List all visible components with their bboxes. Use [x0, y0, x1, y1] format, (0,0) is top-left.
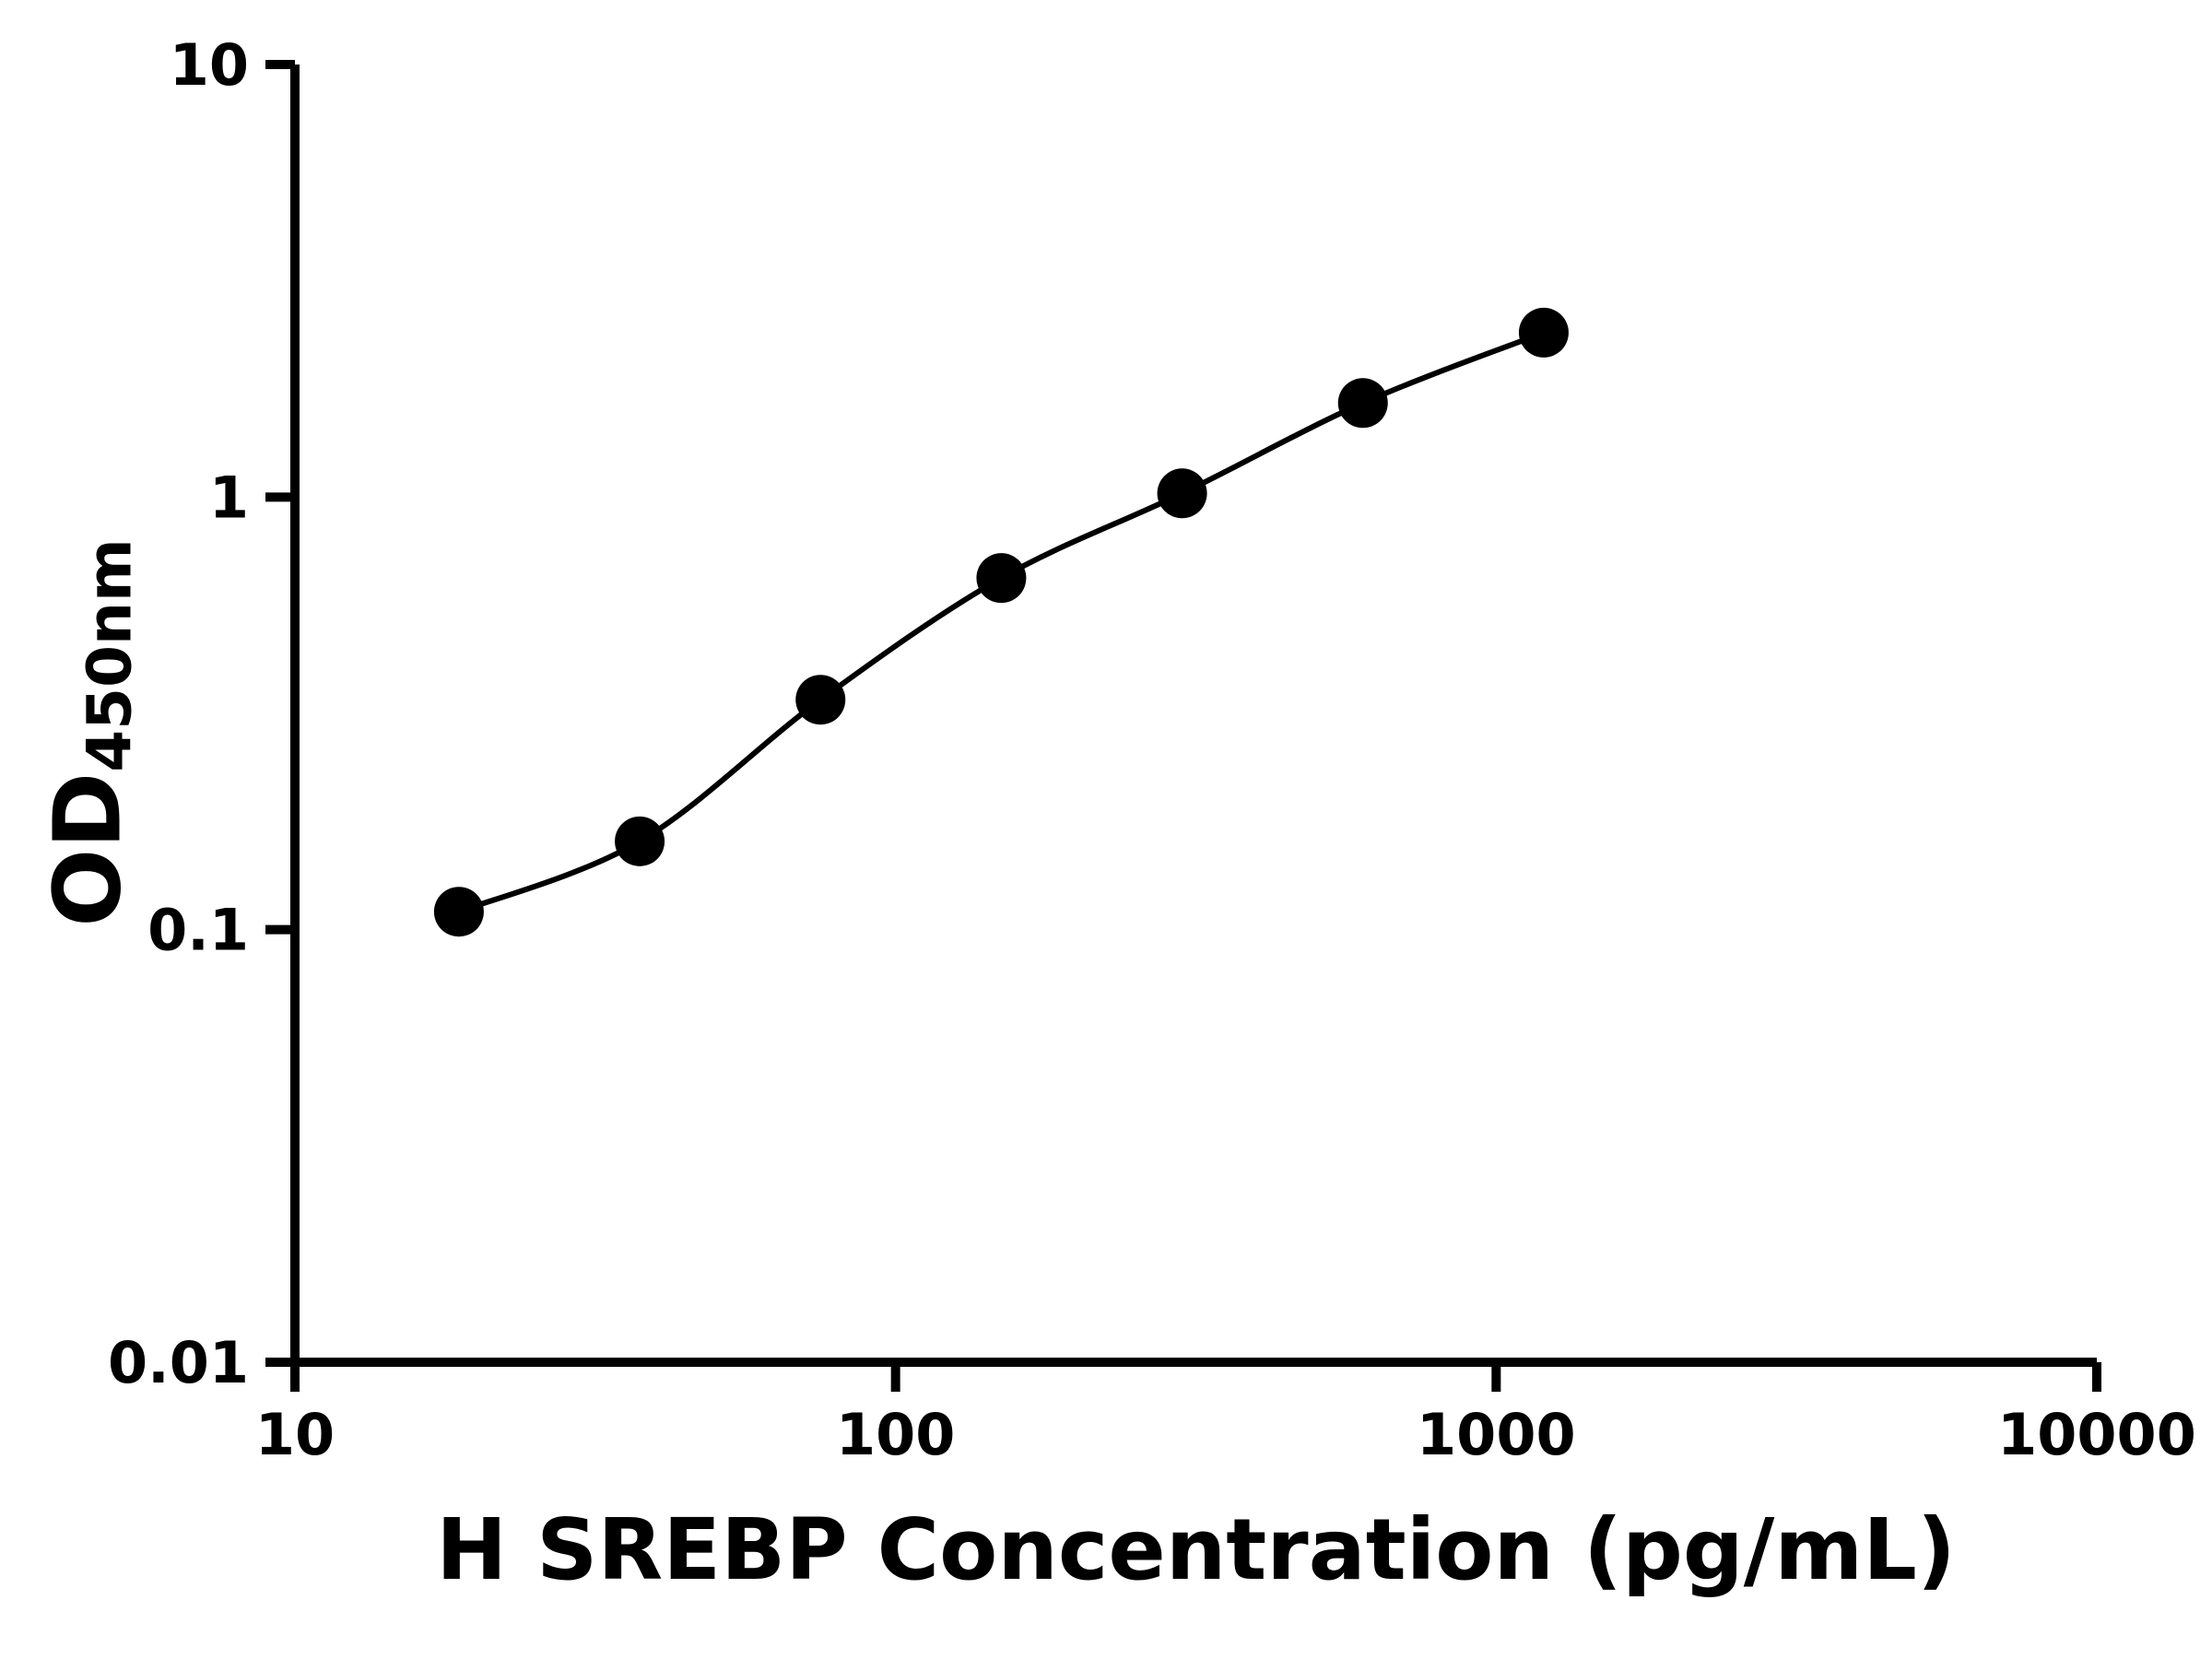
data-point — [976, 553, 1027, 604]
y-tick-label: 1 — [209, 464, 249, 531]
data-point — [1337, 378, 1388, 429]
x-tick-label: 10000 — [1997, 1401, 2196, 1468]
data-point — [615, 816, 665, 866]
x-tick-label: 1000 — [1417, 1401, 1576, 1468]
data-point — [433, 887, 484, 937]
x-tick-label: 10 — [255, 1401, 335, 1468]
y-axis-title: OD450nm — [34, 538, 146, 927]
data-point — [795, 675, 846, 725]
y-tick-label: 0.01 — [108, 1329, 249, 1396]
data-point — [1157, 468, 1207, 519]
y-axis-title-main: OD — [33, 771, 142, 927]
y-tick-label: 10 — [170, 31, 249, 99]
data-point — [1518, 307, 1569, 358]
y-tick-label: 0.1 — [147, 897, 249, 964]
y-axis-title-subscript: 450nm — [74, 538, 146, 772]
x-axis-title: H SREBP Concentration (pg/mL) — [436, 1500, 1956, 1599]
x-tick-label: 100 — [836, 1401, 955, 1468]
